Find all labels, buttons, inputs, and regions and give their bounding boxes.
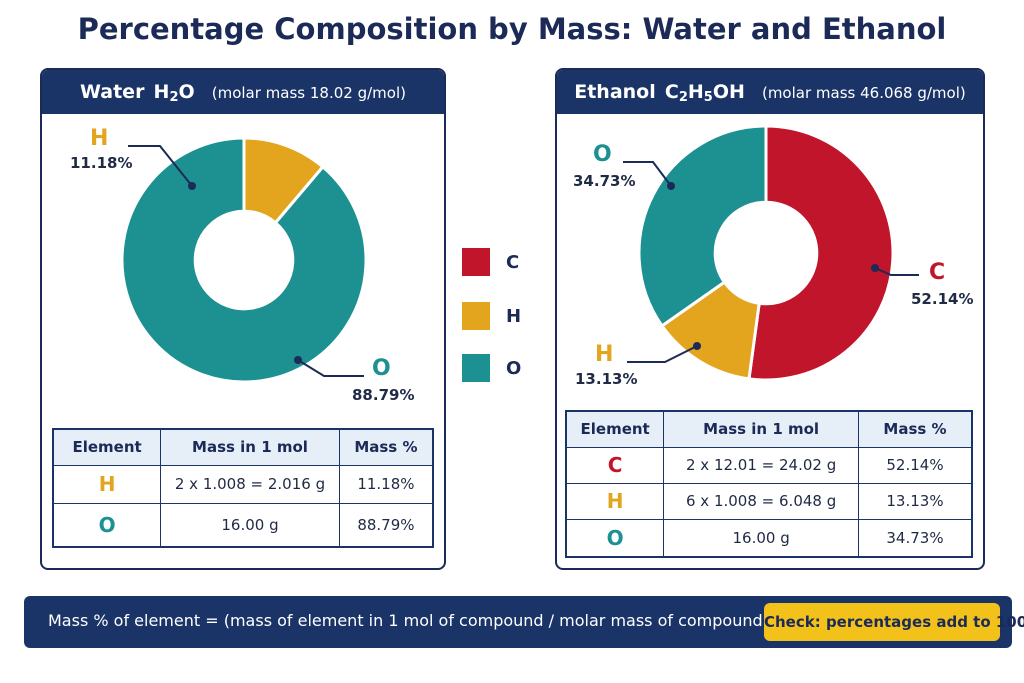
water-formula-h-subscript: 2 (169, 90, 179, 105)
legend-label-c: C (506, 252, 520, 273)
ethanol-molar-mass: (molar mass 46.068 g/mol) (761, 84, 966, 102)
check-badge: Check: percentages add to 100 (764, 603, 1024, 641)
water-o-label-pct: 88.79% (352, 386, 415, 404)
ethanol-row-c-element: C (565, 446, 665, 484)
ethanol-c-callout-dot (871, 264, 879, 272)
legend-swatch-o (462, 354, 490, 382)
ethanol-donut-chart (637, 124, 895, 382)
ethanol-row-c-mass: 2 x 12.01 = 24.02 g (663, 446, 859, 484)
water-composition-table: Element Mass in 1 mol Mass % H 2 x 1.008… (52, 428, 434, 548)
ethanol-h-label-symbol: H (595, 342, 614, 367)
water-row-o-mass: 16.00 g (160, 502, 340, 548)
water-donut-chart (120, 136, 368, 384)
ethanol-formula-c-subscript: 2 (678, 90, 688, 105)
water-row-o-element: O (52, 502, 162, 548)
ethanol-row-h-mass: 6 x 1.008 = 6.048 g (663, 482, 859, 520)
ethanol-h-callout-dot (693, 342, 701, 350)
ethanol-o-label-symbol: O (593, 142, 612, 167)
ethanol-row-h-element: H (565, 482, 665, 520)
water-table-header-row: Element Mass in 1 mol Mass % (52, 428, 434, 466)
ethanol-formula-h-subscript: 5 (703, 90, 713, 105)
page-title: Percentage Composition by Mass: Water an… (77, 12, 947, 46)
ethanol-slice-c (747, 124, 895, 382)
table-row: O 16.00 g 88.79% (52, 502, 434, 548)
ethanol-panel-header: Ethanol C2H5OH (molar mass 46.068 g/mol) (557, 70, 983, 114)
ethanol-row-c-pct: 52.14% (857, 446, 973, 484)
water-name: Water (80, 81, 145, 103)
ethanol-formula: C2H5OH (664, 81, 745, 105)
water-row-h-mass: 2 x 1.008 = 2.016 g (160, 464, 340, 504)
ethanol-o-callout-dot (667, 182, 675, 190)
legend-item-h: H (462, 302, 552, 332)
table-row: C 2 x 12.01 = 24.02 g 52.14% (565, 446, 973, 484)
water-h-callout-dot (188, 182, 196, 190)
ethanol-row-o-element: O (565, 518, 665, 558)
ethanol-row-h-pct: 13.13% (857, 482, 973, 520)
ethanol-col-mass: Mass in 1 mol (663, 410, 859, 448)
mass-percent-formula: Mass % of element = (mass of element in … (48, 611, 820, 630)
water-o-label-symbol: O (372, 356, 391, 381)
legend-swatch-c (462, 248, 490, 276)
water-formula: H2O (153, 81, 195, 105)
water-panel-header: Water H2O (molar mass 18.02 g/mol) (42, 70, 444, 114)
legend-swatch-h (462, 302, 490, 330)
table-row: H 6 x 1.008 = 6.048 g 13.13% (565, 482, 973, 520)
ethanol-panel: Ethanol C2H5OH (molar mass 46.068 g/mol)… (555, 68, 985, 570)
formula-bar: Mass % of element = (mass of element in … (24, 596, 1024, 648)
ethanol-slice-o (637, 124, 768, 328)
ethanol-formula-c: C (664, 81, 679, 103)
ethanol-o-callout-line (623, 161, 672, 187)
ethanol-c-callout-line (874, 267, 919, 276)
water-molar-mass: (molar mass 18.02 g/mol) (211, 84, 406, 102)
water-h-label-pct: 11.18% (70, 154, 133, 172)
water-callouts (128, 145, 364, 377)
ethanol-o-label-pct: 34.73% (573, 172, 636, 190)
water-o-callout-dot (294, 356, 302, 364)
ethanol-formula-oh: OH (712, 81, 745, 103)
water-row-o-pct: 88.79% (338, 502, 434, 548)
ethanol-col-element: Element (565, 410, 665, 448)
ethanol-c-label-pct: 52.14% (911, 290, 974, 308)
ethanol-composition-table: Element Mass in 1 mol Mass % C 2 x 12.01… (565, 410, 973, 558)
ethanol-h-label-pct: 13.13% (575, 370, 638, 388)
ethanol-formula-h: H (687, 81, 704, 103)
table-row: O 16.00 g 34.73% (565, 518, 973, 558)
water-o-callout-line (297, 359, 364, 377)
water-h-callout-line (128, 145, 193, 187)
water-h-label-symbol: H (90, 126, 109, 151)
water-formula-o: O (178, 81, 195, 103)
legend-item-c: C (462, 248, 552, 278)
water-slice-o (120, 136, 368, 384)
water-row-h-pct: 11.18% (338, 464, 434, 504)
water-col-pct: Mass % (338, 428, 434, 466)
water-col-mass: Mass in 1 mol (160, 428, 340, 466)
ethanol-c-label-symbol: C (929, 260, 946, 285)
table-row: H 2 x 1.008 = 2.016 g 11.18% (52, 464, 434, 504)
ethanol-callouts (623, 161, 919, 363)
ethanol-row-o-pct: 34.73% (857, 518, 973, 558)
legend-label-h: H (506, 306, 522, 327)
water-col-element: Element (52, 428, 162, 466)
water-row-h-element: H (52, 464, 162, 504)
legend-item-o: O (462, 354, 552, 384)
ethanol-name: Ethanol (574, 81, 656, 103)
ethanol-table-header-row: Element Mass in 1 mol Mass % (565, 410, 973, 448)
ethanol-row-o-mass: 16.00 g (663, 518, 859, 558)
water-panel: Water H2O (molar mass 18.02 g/mol) H 11.… (40, 68, 446, 570)
legend-label-o: O (506, 358, 522, 379)
water-formula-h: H (153, 81, 170, 103)
ethanol-col-pct: Mass % (857, 410, 973, 448)
ethanol-h-callout-line (627, 345, 698, 363)
